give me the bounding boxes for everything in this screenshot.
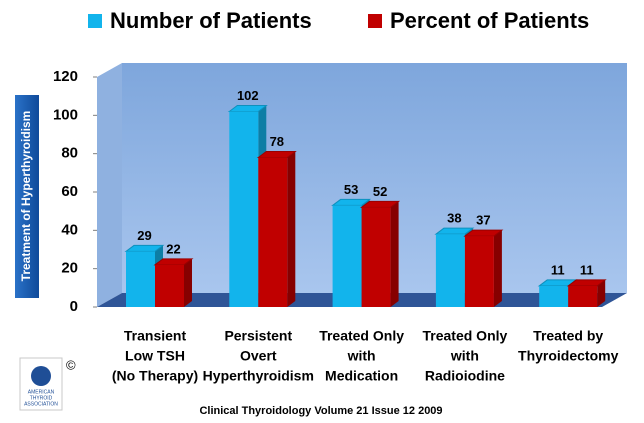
data-label: 11 — [551, 262, 565, 277]
x-tick-label: Treated Only — [422, 328, 507, 344]
data-label: 11 — [580, 262, 594, 277]
bar-side — [184, 258, 192, 307]
bar-side — [390, 201, 399, 307]
legend-swatch — [368, 14, 382, 28]
data-label: 22 — [166, 241, 180, 256]
data-label: 52 — [373, 184, 387, 199]
y-label-box — [15, 95, 39, 298]
x-tick-label: Hyperthyroidism — [203, 368, 314, 384]
bar — [539, 285, 569, 307]
legend-swatch — [88, 14, 102, 28]
x-tick-label: Radioiodine — [425, 368, 505, 384]
x-tick-label: Persistent — [224, 328, 292, 344]
x-tick-label: Medication — [325, 368, 398, 384]
logo-text: ASSOCIATION — [24, 401, 58, 407]
bar — [435, 234, 465, 307]
bar-side — [287, 151, 296, 307]
y-tick-label: 120 — [53, 68, 78, 85]
logo-seal — [31, 366, 51, 386]
data-label: 38 — [447, 211, 461, 226]
bar — [361, 207, 391, 307]
footer: Clinical Thyroidology Volume 21 Issue 12… — [199, 405, 442, 417]
legend-label: Number of Patients — [110, 8, 312, 33]
bar — [229, 111, 259, 307]
x-tick-label: Treated by — [533, 328, 603, 344]
x-tick-label: with — [450, 348, 479, 364]
x-tick-label: with — [347, 348, 376, 364]
legend-label: Percent of Patients — [390, 8, 589, 33]
bar — [568, 285, 598, 307]
x-tick-label: Overt — [240, 348, 277, 364]
y-tick-label: 20 — [61, 260, 78, 277]
y-tick-label: 100 — [53, 106, 78, 123]
y-axis-label: Treatment of Hyperthyroidism — [19, 111, 33, 282]
data-label: 53 — [344, 182, 358, 197]
x-tick-label: Treated Only — [319, 328, 404, 344]
bar-side — [597, 279, 606, 307]
bar — [258, 157, 288, 307]
data-label: 37 — [476, 213, 490, 228]
x-tick-label: Low TSH — [125, 348, 185, 364]
side-wall — [97, 63, 122, 307]
x-tick-label: Thyroidectomy — [518, 348, 619, 364]
logo-text: THYROID — [30, 395, 53, 401]
y-tick-label: 80 — [61, 145, 78, 162]
bar — [464, 236, 494, 307]
logo-text: AMERICAN — [28, 389, 55, 395]
x-tick-label: (No Therapy) — [112, 368, 198, 384]
bar — [126, 251, 155, 307]
x-tick-label: Transient — [124, 328, 187, 344]
y-tick-label: 60 — [61, 183, 78, 200]
y-tick-label: 40 — [61, 221, 78, 238]
data-label: 78 — [270, 134, 284, 149]
y-tick-label: 0 — [70, 298, 78, 315]
bar-side — [493, 230, 502, 307]
logo-copyright: © — [66, 357, 76, 372]
data-label: 29 — [137, 228, 151, 243]
bar — [332, 205, 362, 307]
data-label: 102 — [237, 88, 259, 103]
bar — [155, 264, 184, 307]
